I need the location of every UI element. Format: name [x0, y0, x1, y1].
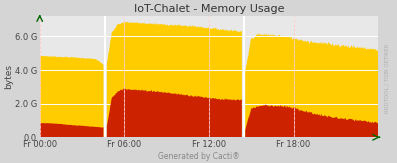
Y-axis label: bytes: bytes — [4, 64, 13, 89]
Bar — [104, 16, 106, 137]
Title: IoT-Chalet - Memory Usage: IoT-Chalet - Memory Usage — [134, 4, 284, 14]
Bar — [243, 16, 245, 137]
Text: RRDTOOL / TOBI OETIKER: RRDTOOL / TOBI OETIKER — [385, 44, 390, 113]
Text: Generated by Cacti®: Generated by Cacti® — [158, 152, 239, 161]
